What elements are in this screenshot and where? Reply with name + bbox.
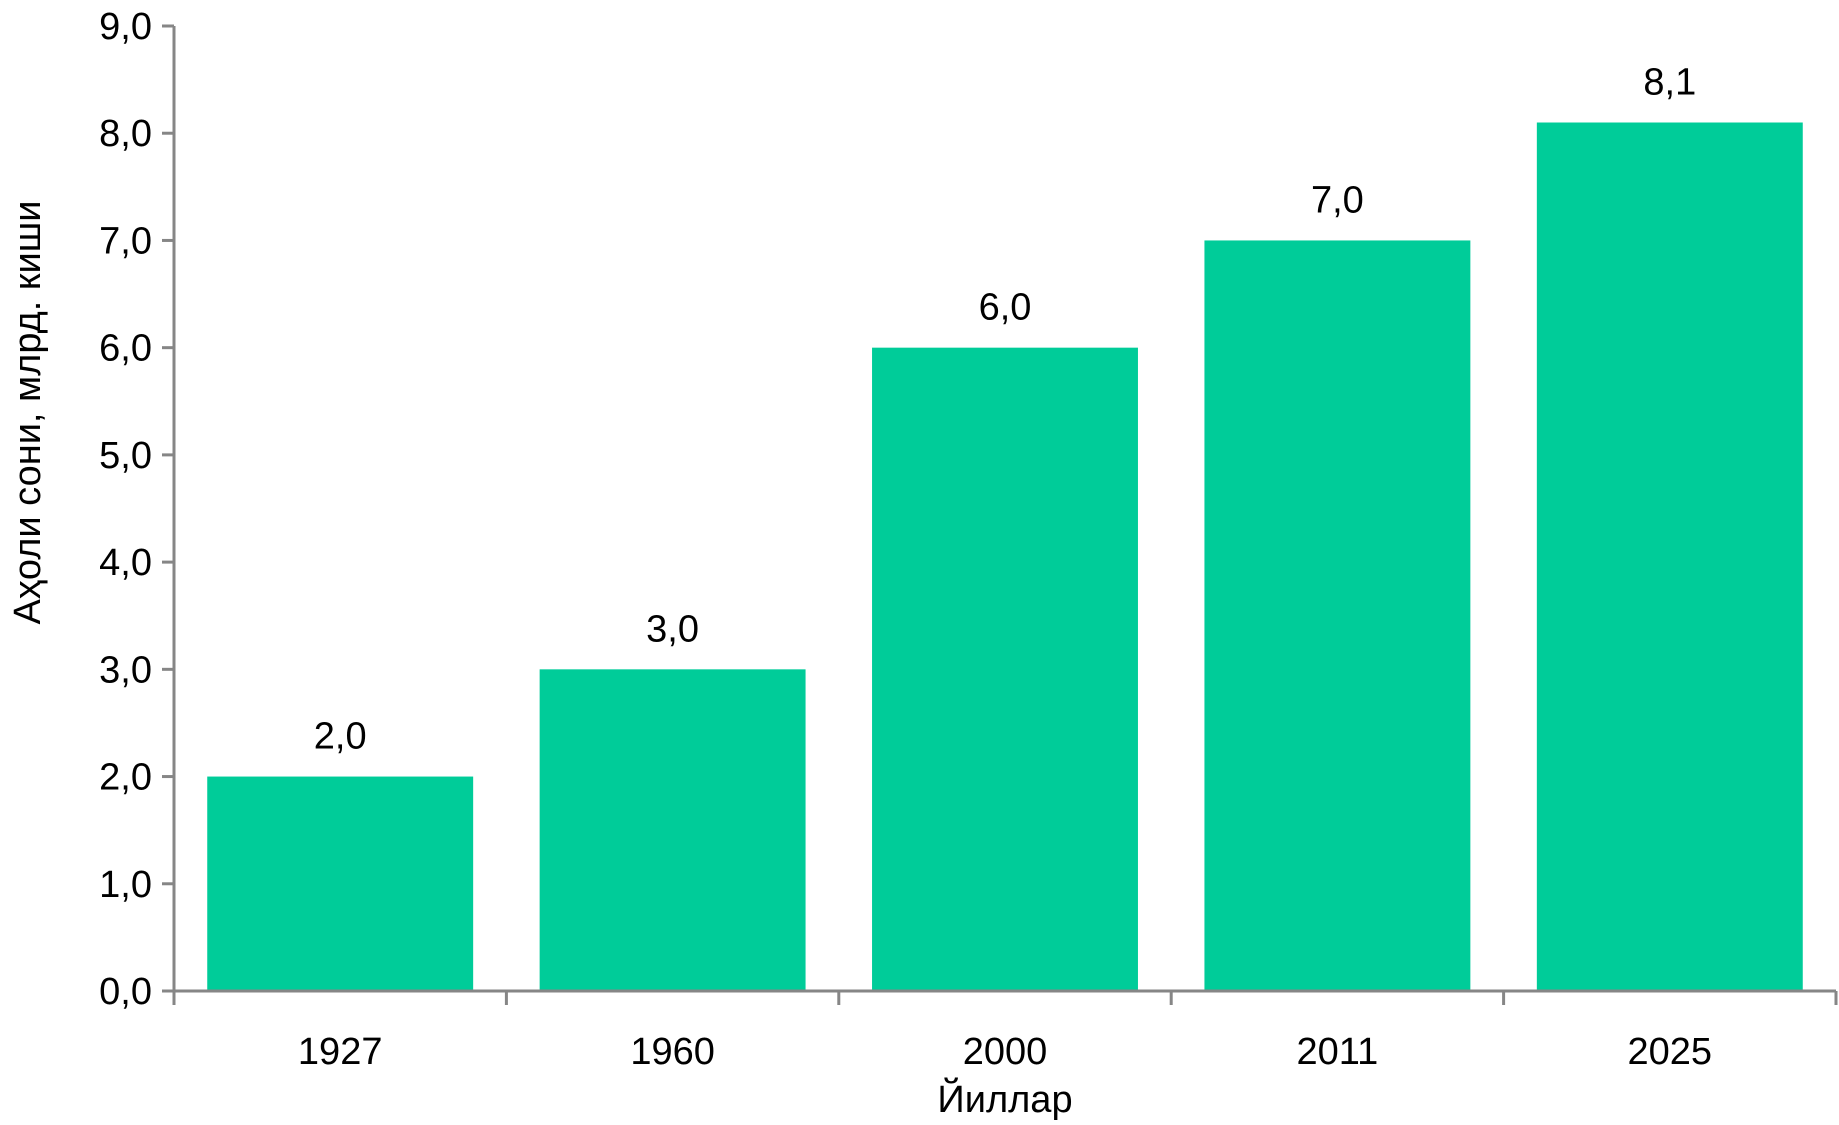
- data-labels-layer: 2,0 3,0 6,0 7,0 8,1: [314, 62, 1696, 758]
- bar-2011: [1204, 240, 1471, 991]
- x-tick-label-2011: 2011: [1297, 1031, 1379, 1073]
- y-tick-label: 4,0: [99, 542, 152, 584]
- x-tick-label-2000: 2000: [963, 1031, 1048, 1073]
- bar-1960: [539, 669, 806, 991]
- y-axis-title: Аҳоли сони, млрд. киши: [7, 201, 49, 625]
- x-tick-label-1960: 1960: [630, 1031, 715, 1073]
- data-label-2025: 8,1: [1643, 62, 1696, 104]
- y-tick-label: 9,0: [99, 6, 152, 48]
- ticks-layer: 1927 1960 2000 2011 2025 0,0 1,0 2,0 3,0 4,0 5,0 6,…: [99, 6, 1712, 1073]
- bars-layer: [207, 122, 1803, 992]
- y-tick-label: 8,0: [99, 113, 152, 155]
- y-tick-label: 2,0: [99, 757, 152, 799]
- bar-2000: [872, 347, 1138, 992]
- data-label-1960: 3,0: [646, 608, 699, 650]
- x-tick-label-2025: 2025: [1628, 1031, 1713, 1073]
- y-tick-label: 1,0: [99, 864, 152, 906]
- axes-layer: [162, 24, 1838, 1005]
- bar-1927: [207, 776, 474, 991]
- data-label-2011: 7,0: [1311, 179, 1364, 221]
- x-axis-title: Йиллар: [937, 1076, 1072, 1120]
- data-label-1927: 2,0: [314, 716, 367, 758]
- bar-2025: [1536, 122, 1803, 991]
- y-tick-label: 0,0: [99, 971, 152, 1013]
- y-tick-label: 3,0: [99, 649, 152, 691]
- y-tick-label: 6,0: [99, 328, 152, 370]
- y-tick-label: 5,0: [99, 435, 152, 477]
- data-label-2000: 6,0: [979, 287, 1032, 329]
- y-tick-label: 7,0: [99, 220, 152, 262]
- x-tick-label-1927: 1927: [298, 1031, 383, 1073]
